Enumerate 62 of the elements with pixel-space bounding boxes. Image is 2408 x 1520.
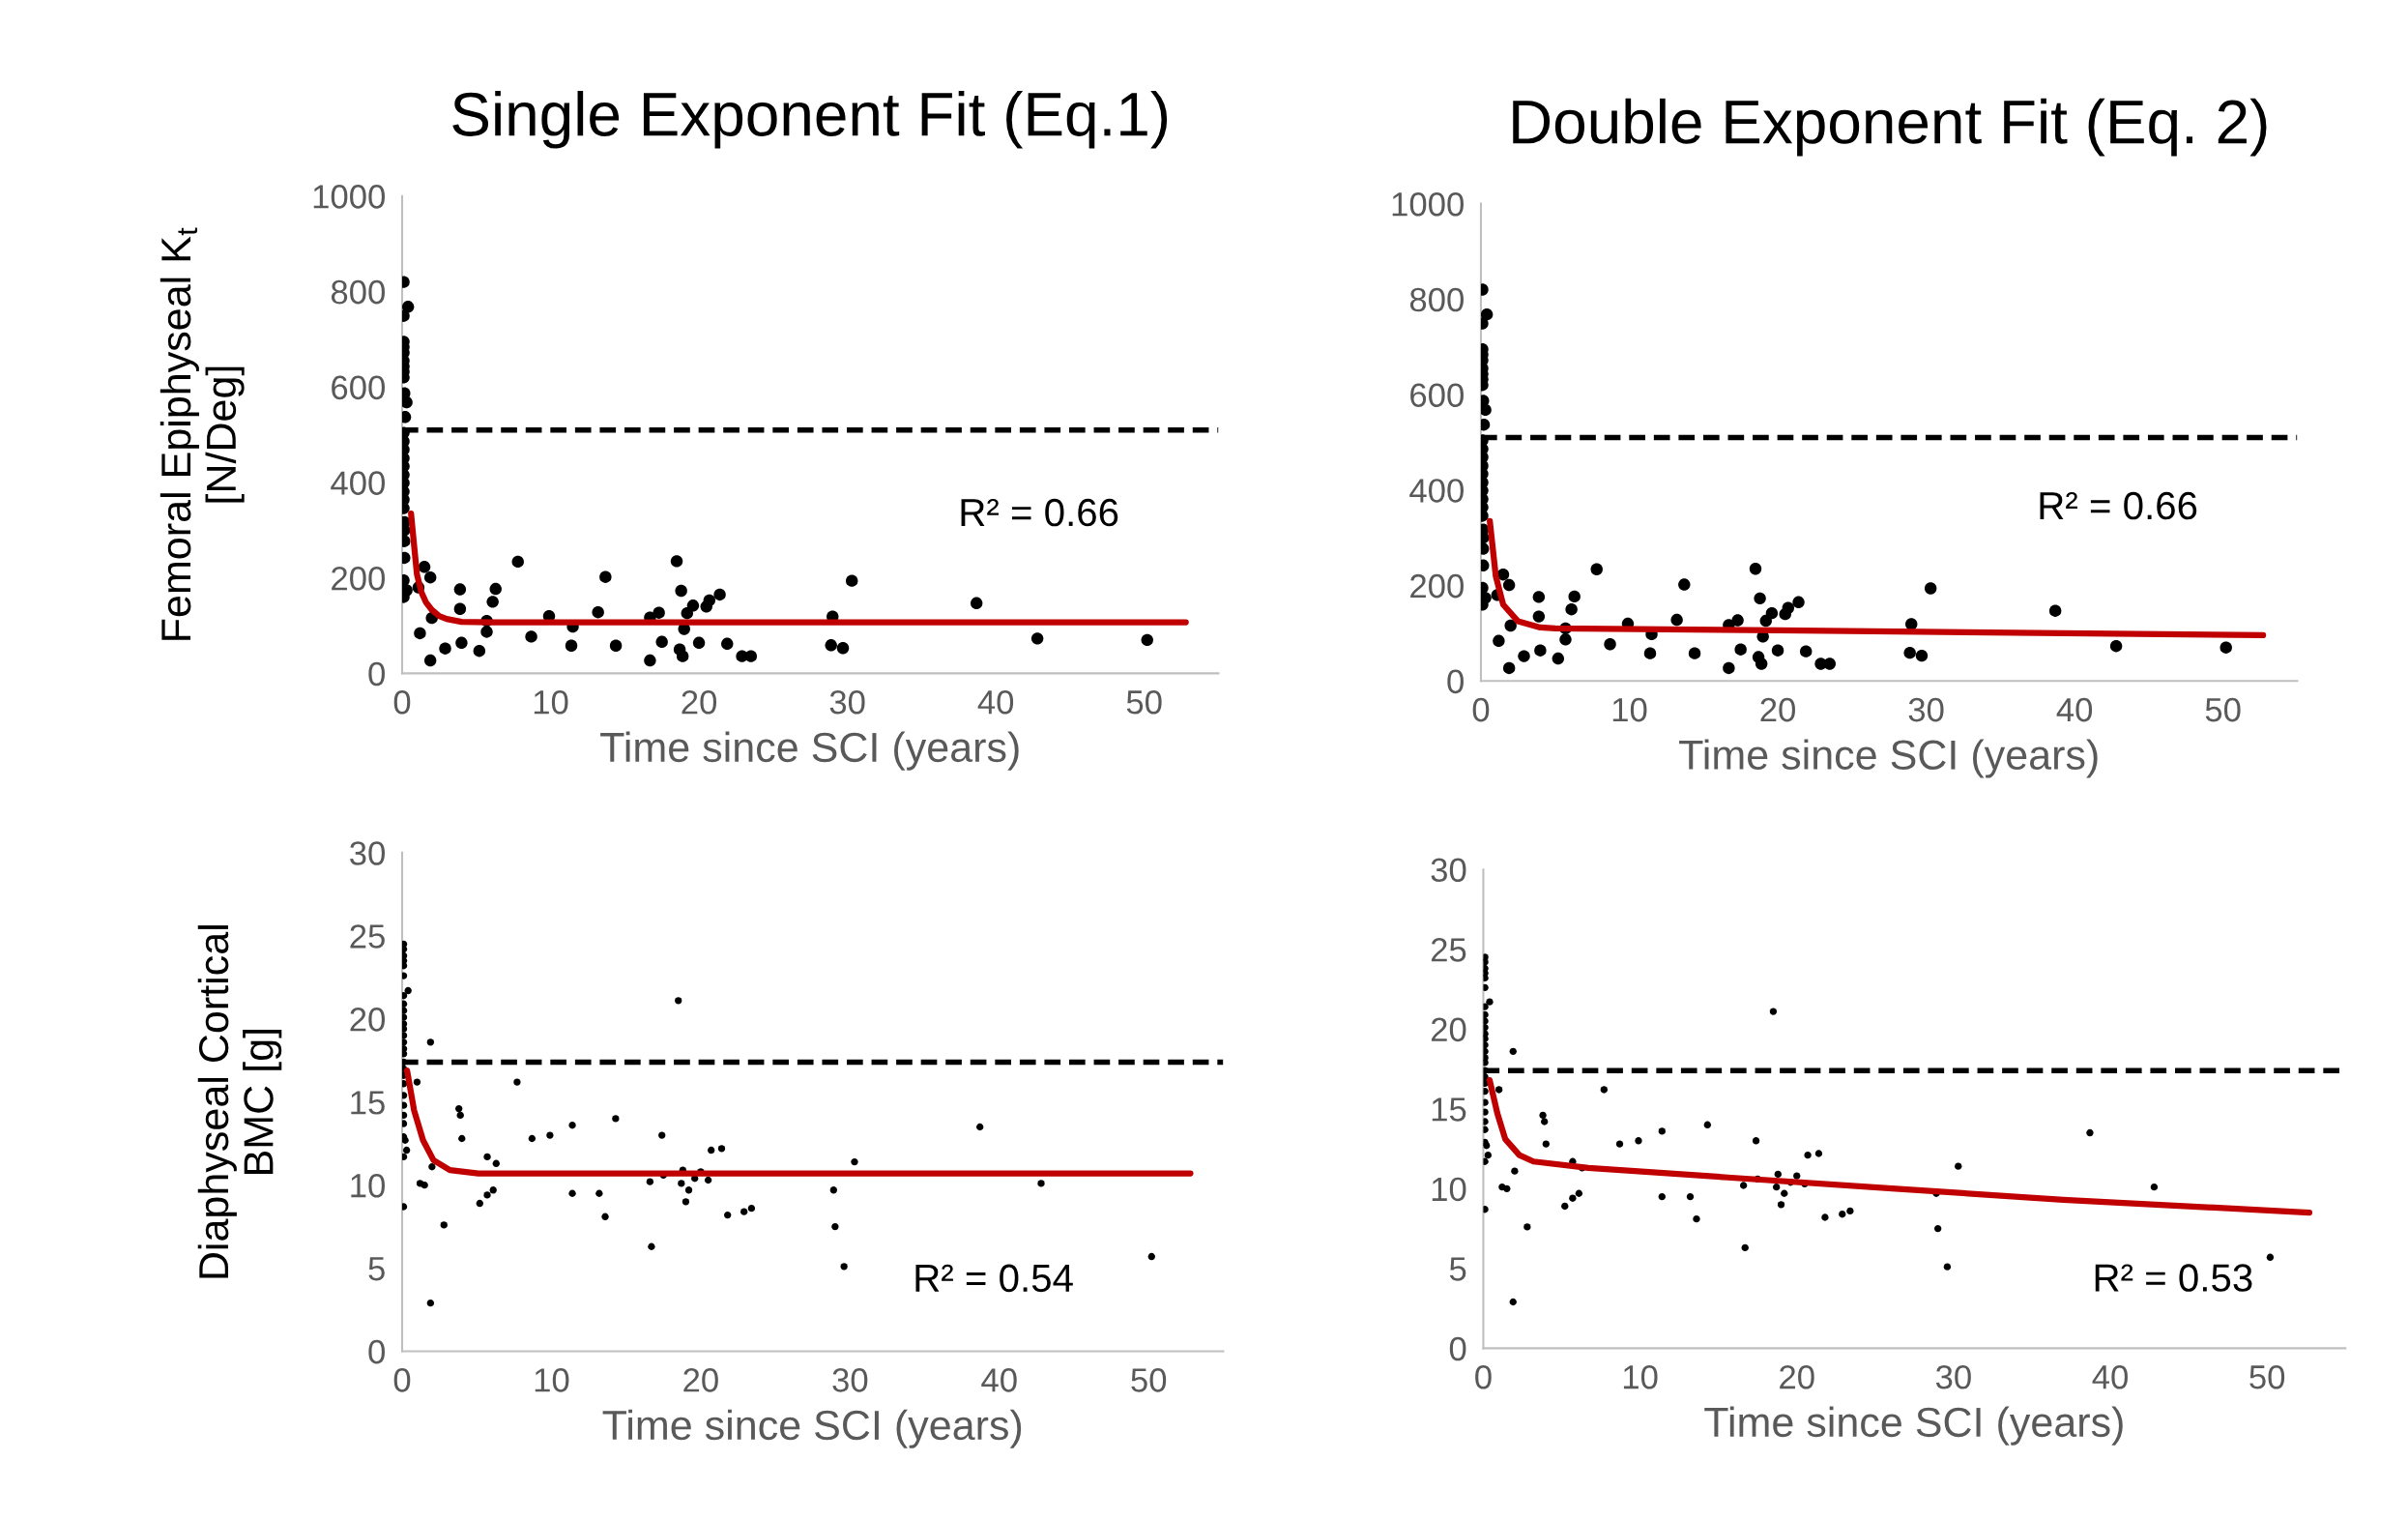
x-tick-label: 20 [1780,1364,1814,1389]
x-axis-title: Time since SCI (years) [1679,739,2098,778]
y-tick-label: 10 [351,1173,385,1198]
y-axis-title: Diaphyseal Cortical BMC [g] [197,925,282,1278]
x-tick-label: 50 [2205,697,2241,722]
text: Femoral Epiphyseal K$_{t}$ [N/Deg] [160,227,245,640]
x-tick-label: 40 [2092,1364,2128,1389]
x-tick-label: 0 [1475,1364,1492,1389]
y-tick-label: 0 [368,661,385,687]
x-tick-label: 0 [1472,697,1490,722]
x-tick-label: 20 [1760,697,1795,722]
y-tick-label: 600 [1410,383,1464,408]
annotation: R² = 0.66 [961,498,1118,527]
x-tick-label: 10 [535,1368,569,1392]
y-tick-label: 20 [350,1008,385,1032]
annotation: R² = 0.66 [2040,491,2197,520]
y-tick-label: 600 [332,375,385,400]
x-tick-label: 50 [1131,1368,1167,1392]
y-tick-label: 0 [1449,1336,1466,1361]
y-tick-label: 800 [1409,287,1464,312]
y-tick-label: 400 [1409,479,1464,503]
annotation: R² = 0.54 [915,1264,1073,1293]
annotation: R² = 0.53 [2095,1264,2252,1292]
x-tick-label: 20 [682,689,717,715]
x-tick-label: 10 [534,689,568,715]
x-tick-label: 10 [1623,1364,1658,1389]
y-tick-label: 15 [351,1091,385,1115]
x-tick-label: 0 [393,689,411,715]
x-tick-label: 40 [981,1368,1017,1392]
x-axis-title: Time since SCI (years) [600,731,1019,771]
x-tick-label: 50 [2249,1364,2285,1389]
y-tick-label: 20 [1431,1017,1466,1042]
y-tick-label: 0 [368,1339,385,1364]
y-tick-label: 5 [368,1257,385,1281]
x-tick-label: 10 [1612,697,1647,722]
x-tick-label: 30 [829,689,865,715]
y-tick-label: 25 [1431,938,1466,962]
y-tick-label: 1000 [1392,191,1464,217]
y-tick-label: 25 [350,924,385,949]
y-tick-label: 0 [1447,669,1464,694]
chart-title: Double Exponent Fit (Eq. 2) [1513,98,2267,157]
x-tick-label: 30 [832,1368,868,1392]
x-tick-label: 50 [1126,689,1162,715]
y-tick-label: 400 [331,471,385,495]
y-tick-label: 15 [1432,1097,1466,1122]
y-tick-label: 800 [331,279,385,305]
x-tick-label: 30 [1935,1364,1971,1389]
x-axis-title: Time since SCI (years) [1704,1406,2123,1446]
y-tick-label: 200 [1410,573,1464,599]
x-axis-title: Time since SCI (years) [602,1409,1022,1448]
y-tick-label: 1000 [313,185,385,209]
y-tick-label: 10 [1432,1177,1466,1202]
x-tick-label: 20 [683,1368,718,1392]
x-tick-label: 40 [977,689,1014,715]
x-tick-label: 0 [393,1368,411,1392]
chart-title: Single Exponent Fit (Eq.1) [452,90,1168,149]
x-tick-label: 40 [2056,697,2093,722]
y-tick-label: 30 [1431,858,1466,883]
y-tick-label: 200 [332,567,385,591]
y-tick-label: 30 [350,841,385,865]
y-tick-label: 5 [1449,1257,1466,1281]
x-tick-label: 30 [1908,697,1944,722]
